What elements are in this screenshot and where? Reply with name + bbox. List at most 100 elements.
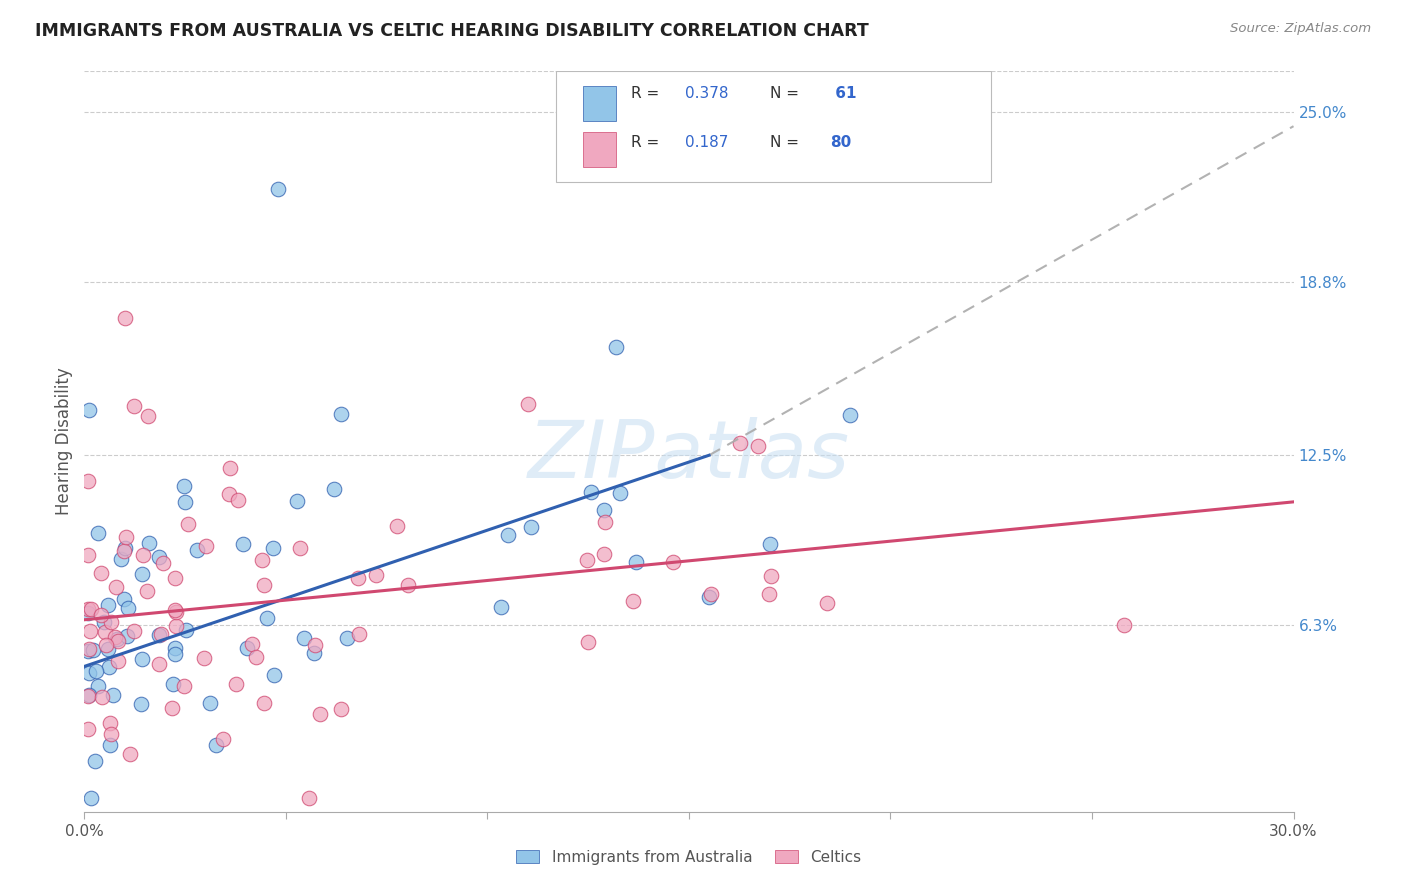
Point: [285, 494, 308, 508]
Point: [581, 485, 603, 500]
Point: [186, 543, 208, 558]
Point: [839, 408, 862, 422]
Point: [228, 493, 250, 508]
Point: [593, 515, 616, 529]
Point: [267, 182, 290, 196]
Text: R =: R =: [631, 87, 664, 102]
Point: [758, 536, 780, 550]
Point: [288, 541, 311, 556]
Point: [232, 537, 254, 551]
Text: N =: N =: [770, 135, 804, 150]
Point: [761, 569, 783, 583]
Text: Source: ZipAtlas.com: Source: ZipAtlas.com: [1230, 22, 1371, 36]
Point: [80, 602, 103, 616]
Y-axis label: Hearing Disability: Hearing Disability: [55, 368, 73, 516]
Point: [80, 791, 103, 805]
Point: [815, 596, 838, 610]
FancyBboxPatch shape: [582, 86, 616, 121]
Point: [131, 652, 153, 666]
Text: 80: 80: [831, 135, 852, 150]
Text: ZIPatlas: ZIPatlas: [527, 417, 851, 495]
Point: [347, 627, 370, 641]
Point: [77, 641, 100, 656]
Point: [225, 677, 247, 691]
Point: [592, 503, 614, 517]
Point: [304, 646, 326, 660]
Point: [517, 397, 540, 411]
Point: [98, 660, 121, 674]
Point: [122, 400, 145, 414]
Point: [253, 578, 276, 592]
Point: [101, 688, 124, 702]
Point: [605, 340, 627, 354]
Point: [100, 727, 122, 741]
Point: [250, 553, 273, 567]
Point: [120, 747, 142, 761]
Point: [114, 311, 136, 326]
Point: [662, 555, 685, 569]
Point: [240, 637, 263, 651]
Point: [576, 634, 599, 648]
Point: [90, 566, 112, 581]
Point: [396, 577, 419, 591]
Point: [112, 591, 135, 606]
Point: [100, 615, 122, 630]
Point: [77, 722, 100, 736]
Point: [699, 587, 721, 601]
Point: [150, 626, 173, 640]
Point: [152, 557, 174, 571]
Point: [165, 605, 187, 619]
Point: [77, 601, 100, 615]
Point: [148, 628, 170, 642]
Point: [263, 668, 285, 682]
Point: [79, 624, 101, 638]
Point: [262, 541, 284, 555]
Point: [253, 696, 276, 710]
Text: R =: R =: [631, 135, 664, 150]
Point: [575, 553, 598, 567]
Point: [387, 519, 409, 533]
Point: [309, 706, 332, 721]
Point: [138, 536, 160, 550]
Point: [79, 666, 101, 681]
Point: [491, 599, 513, 614]
Point: [131, 548, 153, 562]
Point: [346, 571, 368, 585]
Point: [82, 643, 104, 657]
Point: [173, 479, 195, 493]
Point: [163, 571, 186, 585]
Point: [174, 495, 197, 509]
Point: [292, 631, 315, 645]
Point: [211, 731, 233, 746]
Point: [195, 539, 218, 553]
Point: [496, 528, 519, 542]
Point: [728, 436, 751, 450]
Text: 0.187: 0.187: [685, 135, 728, 150]
Point: [77, 549, 100, 563]
Point: [93, 615, 115, 629]
Point: [163, 603, 186, 617]
Point: [218, 487, 240, 501]
Point: [304, 638, 326, 652]
Point: [165, 640, 187, 655]
Point: [104, 630, 127, 644]
Point: [162, 701, 184, 715]
Point: [97, 641, 120, 656]
Point: [77, 474, 100, 488]
Point: [98, 738, 121, 752]
Point: [193, 651, 215, 665]
FancyBboxPatch shape: [582, 132, 616, 168]
Point: [519, 520, 541, 534]
Point: [105, 632, 128, 646]
Text: 0.378: 0.378: [685, 87, 728, 102]
Point: [174, 624, 197, 638]
Point: [624, 555, 647, 569]
Point: [205, 739, 228, 753]
Point: [162, 677, 184, 691]
Point: [84, 754, 107, 768]
Point: [336, 632, 359, 646]
Point: [245, 649, 267, 664]
Text: IMMIGRANTS FROM AUSTRALIA VS CELTIC HEARING DISABILITY CORRELATION CHART: IMMIGRANTS FROM AUSTRALIA VS CELTIC HEAR…: [35, 22, 869, 40]
Point: [236, 640, 259, 655]
Point: [93, 624, 115, 639]
